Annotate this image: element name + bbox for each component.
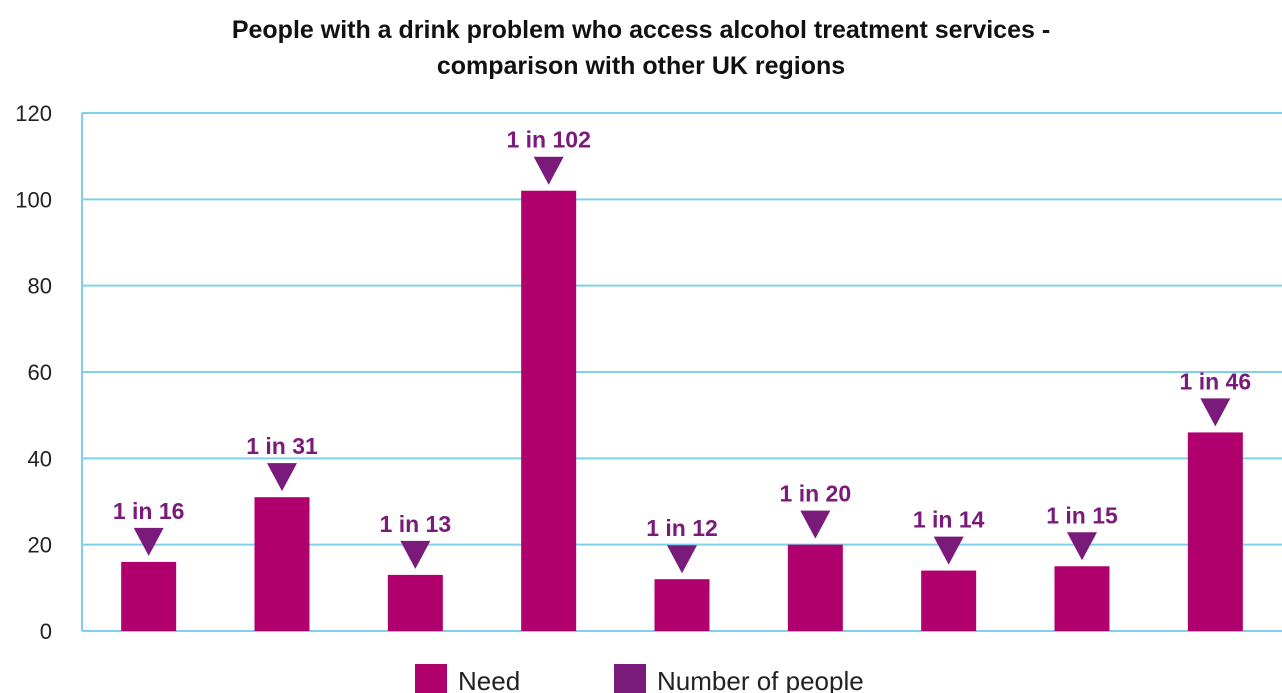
bar [787, 544, 843, 631]
marker-triangle [667, 545, 697, 574]
bar [121, 561, 177, 631]
y-tick-label: 60 [28, 360, 52, 385]
bars [121, 190, 1243, 631]
bar [521, 190, 577, 631]
marker-triangle [133, 527, 164, 556]
legend-label: Number of people [657, 666, 864, 693]
data-label: 1 in 14 [913, 507, 985, 533]
data-label: 1 in 12 [646, 515, 718, 541]
marker-triangle [1067, 532, 1097, 561]
marker-triangle [533, 156, 564, 185]
data-label: 1 in 46 [1180, 368, 1252, 394]
data-label: 1 in 16 [113, 498, 185, 524]
legend-label: Need [458, 666, 520, 693]
bar [921, 570, 977, 631]
data-labels: 1 in 16 1 in 31 1 in 13 1 in 102 1 in 12 1 in… [113, 127, 1251, 542]
y-tick-label: 20 [28, 533, 52, 558]
data-label: 1 in 20 [780, 481, 852, 507]
data-label: 1 in 31 [246, 433, 318, 459]
marker-triangle [400, 540, 431, 569]
marker-triangle [800, 510, 831, 539]
y-tick-label: 120 [15, 101, 52, 126]
marker-triangle [933, 536, 964, 565]
y-axis-ticks: 0 20 40 60 80 100 120 [15, 101, 52, 644]
bar [387, 574, 443, 631]
chart-title: People with a drink problem who access a… [231, 16, 1051, 44]
y-tick-label: 80 [28, 274, 52, 299]
data-label: 1 in 102 [506, 127, 590, 153]
marker-triangle [267, 463, 297, 492]
marker-triangle [1200, 398, 1231, 427]
legend: Need Number of people [415, 664, 864, 693]
bar [1187, 432, 1243, 631]
y-tick-label: 100 [15, 187, 52, 212]
bar [254, 497, 310, 631]
y-tick-label: 40 [28, 446, 52, 471]
legend-swatch [614, 664, 646, 693]
legend-swatch [415, 664, 447, 693]
chart-subtitle: comparison with other UK regions [436, 52, 846, 80]
data-label: 1 in 15 [1046, 502, 1118, 528]
bar [654, 579, 710, 631]
markers [133, 156, 1231, 574]
data-label: 1 in 13 [380, 511, 452, 537]
y-tick-label: 0 [40, 619, 52, 644]
bar [1054, 566, 1110, 631]
